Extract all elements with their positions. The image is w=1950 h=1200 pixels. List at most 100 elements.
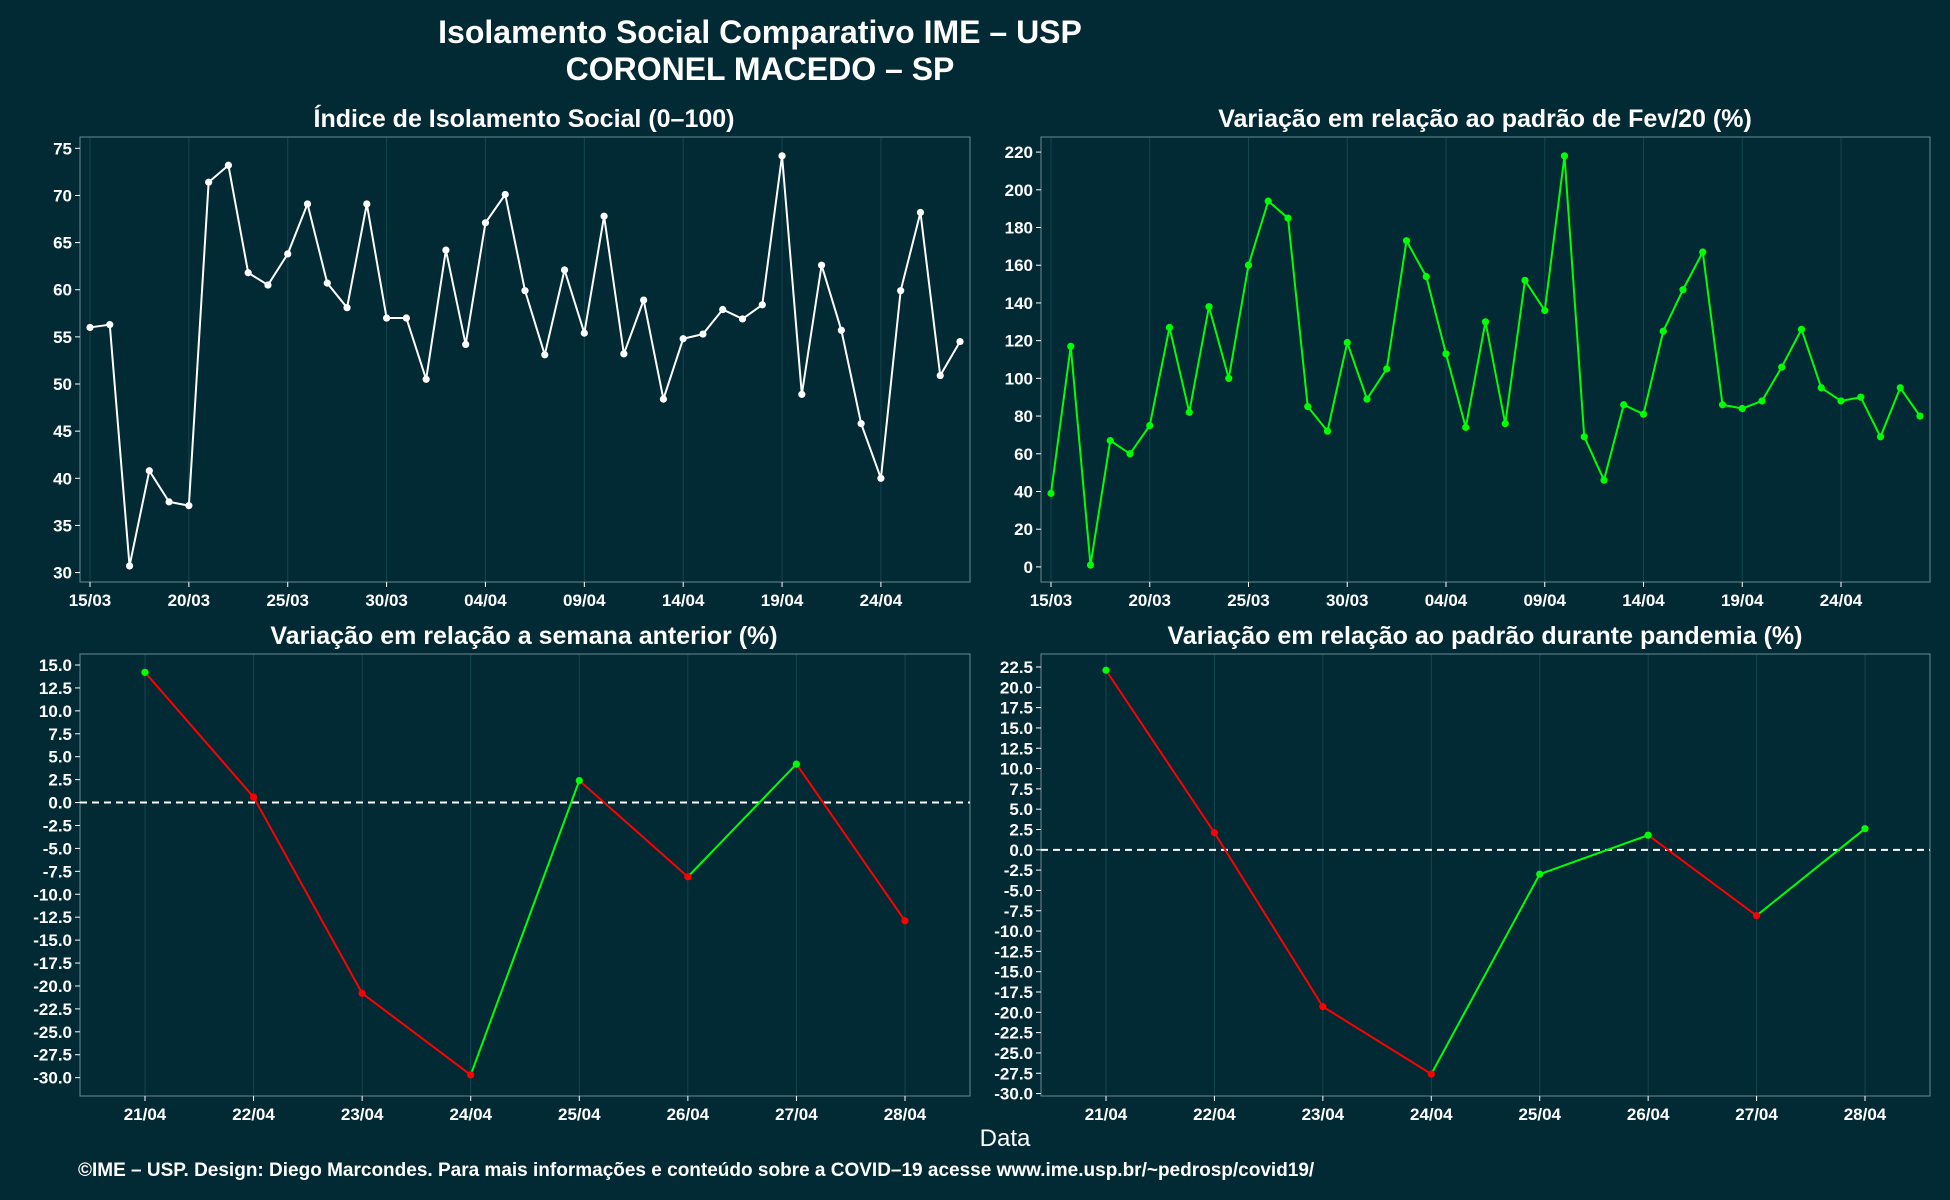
x-tick-label: 09/04 [1523, 591, 1566, 610]
x-tick-label: 28/04 [884, 1105, 927, 1124]
plot-frame [1040, 653, 1931, 1097]
data-point [1363, 395, 1371, 403]
data-point [1718, 401, 1727, 409]
data-point [1580, 433, 1588, 441]
data-point [936, 371, 944, 380]
y-tick-label: 65 [53, 234, 72, 253]
data-point [402, 314, 410, 322]
data-point [1323, 427, 1332, 435]
series-segment [1539, 834, 1649, 876]
y-tick-label: 60 [53, 281, 72, 300]
data-point [264, 281, 272, 289]
data-point [1106, 436, 1114, 445]
y-tick-label: -15.0 [33, 931, 72, 950]
y-tick-label: -2.5 [1004, 861, 1033, 880]
data-point [205, 178, 213, 186]
series-line [1050, 155, 1921, 566]
data-point [106, 321, 114, 329]
x-tick-label: 24/04 [449, 1105, 492, 1124]
data-point [640, 296, 648, 304]
data-point [224, 161, 233, 169]
y-tick-label: 70 [53, 186, 72, 205]
data-point [467, 1071, 475, 1079]
data-point [792, 760, 801, 768]
data-point [1383, 365, 1391, 373]
data-point [363, 200, 371, 208]
data-point [1481, 318, 1490, 326]
y-tick-label: -27.5 [33, 1046, 72, 1065]
y-tick-label: 40 [1014, 482, 1033, 501]
y-tick-label: -25.0 [994, 1044, 1033, 1063]
x-tick-label: 27/04 [1735, 1105, 1778, 1124]
data-point [1620, 401, 1628, 409]
data-point [817, 261, 826, 269]
chart-variacao-fev20: Variação em relação ao padrão de Fev/20 … [1005, 105, 1931, 610]
data-point [758, 301, 766, 309]
x-tick-label: 22/04 [1193, 1105, 1236, 1124]
y-tick-label: 0.0 [48, 794, 72, 813]
x-tick-label: 20/03 [1128, 591, 1171, 610]
data-point [249, 793, 258, 801]
data-point [185, 502, 193, 510]
data-point [1225, 374, 1233, 382]
data-point [1560, 152, 1569, 160]
chart-isolamento-indice: Índice de Isolamento Social (0–100) 30 35… [53, 104, 971, 610]
chart-title: Índice de Isolamento Social (0–100) [314, 104, 735, 133]
data-point [501, 190, 509, 199]
x-tick-label: 28/04 [1844, 1105, 1887, 1124]
x-tick-label: 19/04 [1721, 591, 1764, 610]
y-tick-label: 2.5 [1009, 821, 1033, 840]
y-tick-label: 80 [1014, 407, 1033, 426]
data-point [1738, 404, 1746, 413]
y-tick-label: -22.5 [994, 1024, 1033, 1043]
x-tick-label: 30/03 [1326, 591, 1369, 610]
data-point [1521, 276, 1529, 284]
y-tick-label: 2.5 [48, 771, 72, 790]
y-tick-label: 15.0 [39, 656, 72, 675]
x-tick-label: 23/04 [341, 1105, 384, 1124]
y-tick-label: 55 [53, 328, 72, 347]
main-title: Isolamento Social Comparativo IME – USP [438, 14, 1082, 50]
x-tick-label: 22/04 [232, 1105, 275, 1124]
y-tick-label: -25.0 [33, 1023, 72, 1042]
x-tick-label: 24/04 [860, 591, 903, 610]
x-tick-label: 25/03 [266, 591, 309, 610]
y-tick-label: 10.0 [39, 702, 72, 721]
y-tick-label: 30 [53, 564, 72, 583]
x-tick-label: 26/04 [667, 1105, 710, 1124]
footer-credit: ©IME – USP. Design: Diego Marcondes. Par… [78, 1160, 1315, 1181]
x-tick-label: 15/03 [1030, 591, 1073, 610]
data-point [1644, 831, 1652, 839]
data-point [1797, 325, 1806, 333]
data-point [1343, 338, 1351, 347]
data-point [1264, 197, 1272, 205]
data-point [1319, 1003, 1327, 1011]
data-point [141, 668, 149, 676]
data-point [358, 989, 366, 997]
y-tick-label: -7.5 [43, 862, 72, 881]
y-tick-label: -27.5 [994, 1064, 1033, 1083]
data-point [1442, 350, 1450, 358]
data-point [1146, 421, 1154, 430]
data-point [125, 562, 134, 570]
data-point [1817, 384, 1825, 392]
data-point [956, 337, 964, 346]
plot-frame [1040, 136, 1931, 583]
data-point [422, 375, 430, 383]
y-tick-label: 0 [1024, 558, 1033, 577]
x-tick-label: 04/04 [464, 591, 507, 610]
y-tick-label: -2.5 [43, 816, 72, 835]
data-point [1699, 248, 1707, 256]
data-point [600, 212, 608, 220]
data-point [1501, 420, 1509, 428]
y-tick-label: -10.0 [33, 885, 72, 904]
series-segment [1105, 669, 1216, 834]
data-point [284, 250, 292, 258]
data-point [323, 279, 331, 287]
y-tick-label: -5.0 [1004, 881, 1033, 900]
y-tick-label: -7.5 [1004, 902, 1033, 921]
data-point [1427, 1070, 1435, 1078]
y-tick-label: 20.0 [1000, 678, 1033, 697]
y-tick-label: 140 [1005, 294, 1033, 313]
y-tick-label: 60 [1014, 445, 1033, 464]
